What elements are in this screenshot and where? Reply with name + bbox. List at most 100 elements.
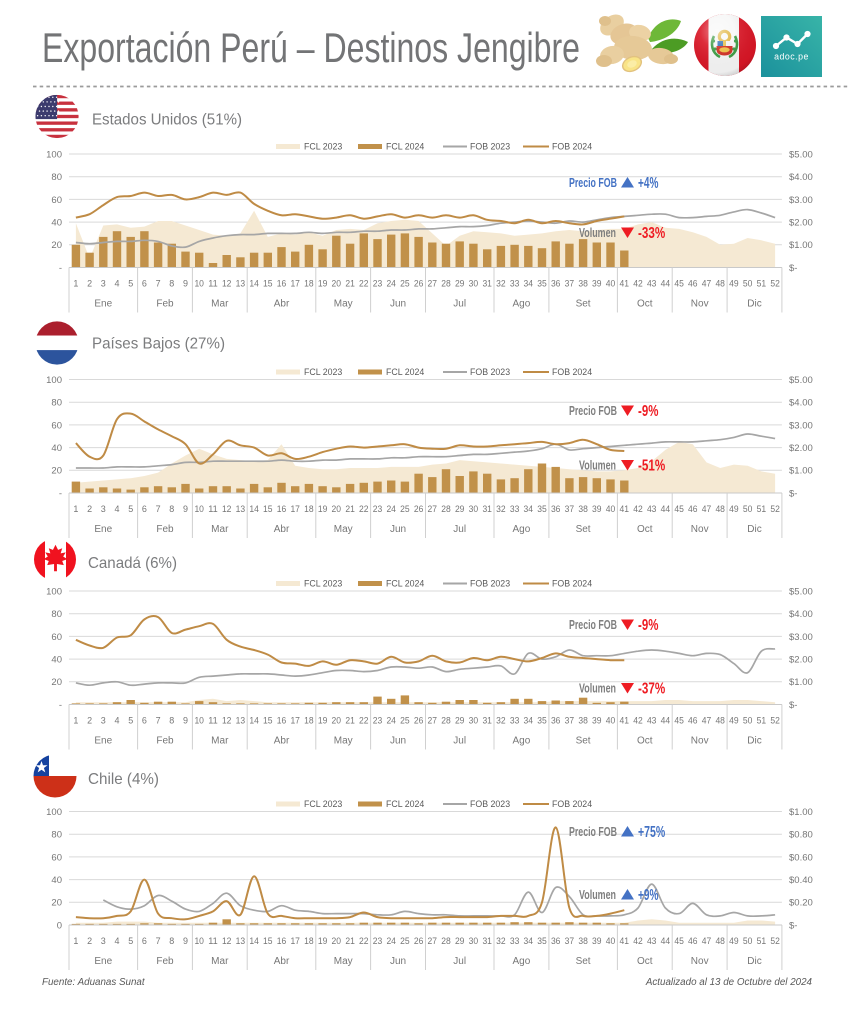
svg-text:60: 60 [51, 632, 62, 643]
svg-text:Dic: Dic [747, 299, 761, 310]
svg-text:8: 8 [169, 504, 174, 514]
svg-text:4: 4 [115, 716, 120, 726]
svg-text:FOB 2024: FOB 2024 [552, 142, 592, 152]
svg-text:1: 1 [73, 716, 78, 726]
svg-text:$-: $- [789, 488, 797, 499]
svg-text:12: 12 [222, 279, 232, 289]
svg-text:9: 9 [183, 504, 188, 514]
svg-text:-: - [59, 263, 62, 274]
svg-text:12: 12 [222, 716, 232, 726]
svg-text:5: 5 [128, 279, 133, 289]
svg-text:1: 1 [73, 936, 78, 946]
svg-text:45: 45 [674, 504, 684, 514]
svg-text:Exportación Perú – Destinos Je: Exportación Perú – Destinos Jengibre [42, 24, 580, 71]
svg-text:60: 60 [51, 852, 62, 863]
svg-text:50: 50 [743, 716, 753, 726]
svg-text:49: 49 [729, 504, 739, 514]
svg-text:60: 60 [51, 195, 62, 206]
svg-text:+4%: +4% [638, 175, 659, 192]
svg-text:28: 28 [441, 279, 451, 289]
svg-text:17: 17 [290, 504, 300, 514]
svg-text:Abr: Abr [274, 524, 290, 535]
svg-text:FCL 2023: FCL 2023 [304, 579, 342, 589]
svg-text:43: 43 [647, 504, 657, 514]
svg-text:30: 30 [469, 504, 479, 514]
svg-text:Actualizado al 13 de Octubre d: Actualizado al 13 de Octubre del 2024 [645, 977, 813, 988]
svg-text:23: 23 [373, 504, 383, 514]
svg-text:Dic: Dic [747, 956, 761, 967]
svg-text:7: 7 [156, 504, 161, 514]
svg-text:49: 49 [729, 936, 739, 946]
svg-text:May: May [334, 956, 353, 967]
svg-text:$-: $- [789, 263, 797, 274]
svg-text:Precio FOB: Precio FOB [569, 404, 617, 418]
svg-text:FCL 2024: FCL 2024 [386, 367, 424, 377]
svg-text:36: 36 [551, 716, 561, 726]
svg-text:$5.00: $5.00 [789, 149, 813, 160]
svg-text:47: 47 [702, 716, 712, 726]
svg-text:Mar: Mar [211, 524, 229, 535]
svg-text:52: 52 [770, 936, 780, 946]
svg-text:$3.00: $3.00 [789, 632, 813, 643]
svg-text:43: 43 [647, 716, 657, 726]
svg-text:-9%: -9% [638, 403, 659, 420]
svg-text:9: 9 [183, 936, 188, 946]
svg-text:44: 44 [661, 279, 671, 289]
svg-text:6: 6 [142, 504, 147, 514]
svg-text:30: 30 [469, 716, 479, 726]
svg-text:1: 1 [73, 279, 78, 289]
svg-text:May: May [334, 736, 353, 747]
svg-text:24: 24 [386, 716, 396, 726]
svg-text:52: 52 [770, 504, 780, 514]
svg-text:31: 31 [482, 716, 492, 726]
svg-text:Ago: Ago [513, 736, 531, 747]
svg-text:10: 10 [194, 716, 204, 726]
svg-text:2: 2 [87, 504, 92, 514]
svg-text:21: 21 [345, 936, 355, 946]
svg-text:51: 51 [757, 504, 767, 514]
svg-text:26: 26 [414, 279, 424, 289]
svg-text:39: 39 [592, 716, 602, 726]
svg-text:24: 24 [386, 936, 396, 946]
svg-text:Ago: Ago [513, 956, 531, 967]
svg-text:Canadá (6%): Canadá (6%) [88, 555, 177, 572]
svg-text:Oct: Oct [637, 736, 653, 747]
svg-text:$1.00: $1.00 [789, 807, 813, 818]
svg-text:20: 20 [51, 677, 62, 688]
svg-text:37: 37 [565, 936, 575, 946]
svg-text:47: 47 [702, 936, 712, 946]
svg-text:36: 36 [551, 936, 561, 946]
svg-text:11: 11 [208, 279, 218, 289]
svg-text:22: 22 [359, 936, 369, 946]
svg-text:Jun: Jun [390, 299, 406, 310]
svg-text:adoc.pe: adoc.pe [774, 52, 809, 62]
svg-text:50: 50 [743, 936, 753, 946]
svg-text:60: 60 [51, 420, 62, 431]
svg-text:38: 38 [578, 716, 588, 726]
svg-text:25: 25 [400, 716, 410, 726]
svg-text:25: 25 [400, 279, 410, 289]
svg-text:Ene: Ene [94, 736, 112, 747]
svg-text:13: 13 [236, 716, 246, 726]
svg-text:FOB 2023: FOB 2023 [470, 799, 510, 809]
svg-text:42: 42 [633, 716, 643, 726]
svg-text:2: 2 [87, 279, 92, 289]
svg-text:7: 7 [156, 279, 161, 289]
svg-text:10: 10 [194, 279, 204, 289]
svg-text:Oct: Oct [637, 524, 653, 535]
svg-text:42: 42 [633, 936, 643, 946]
svg-text:Mar: Mar [211, 956, 229, 967]
svg-text:Mar: Mar [211, 299, 229, 310]
svg-text:46: 46 [688, 279, 698, 289]
svg-text:Feb: Feb [156, 524, 174, 535]
svg-text:48: 48 [715, 504, 725, 514]
svg-text:23: 23 [373, 936, 383, 946]
svg-text:27: 27 [428, 279, 438, 289]
svg-text:5: 5 [128, 716, 133, 726]
svg-text:39: 39 [592, 504, 602, 514]
svg-text:30: 30 [469, 936, 479, 946]
svg-text:29: 29 [455, 504, 465, 514]
svg-text:Precio FOB: Precio FOB [569, 176, 617, 190]
svg-text:6: 6 [142, 936, 147, 946]
svg-text:100: 100 [46, 149, 62, 160]
